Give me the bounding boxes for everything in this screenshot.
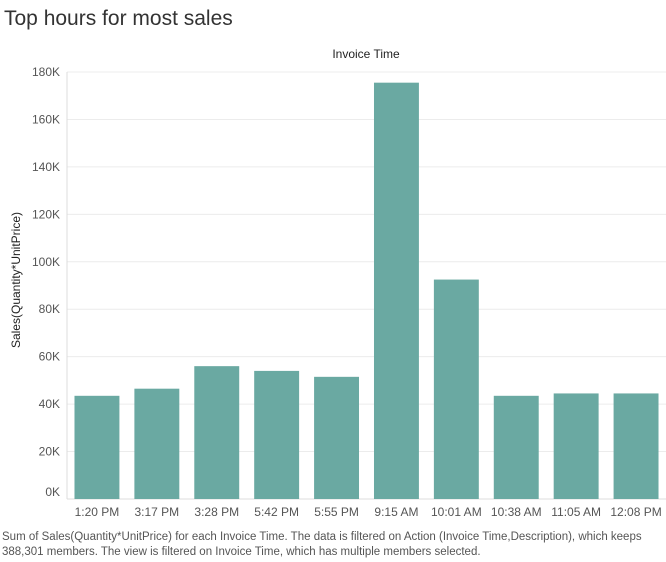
y-tick-label: 160K xyxy=(32,112,60,126)
bar xyxy=(134,388,180,499)
x-tick-label: 5:42 PM xyxy=(254,505,299,519)
y-tick-label: 140K xyxy=(32,160,60,174)
bar xyxy=(433,279,479,499)
y-axis-title: Sales(Quantity*UnitPrice) xyxy=(9,212,23,348)
y-tick-label: 20K xyxy=(39,445,60,459)
x-tick-label: 9:15 AM xyxy=(374,505,418,519)
x-tick-label: 3:28 PM xyxy=(194,505,239,519)
x-tick-label: 10:01 AM xyxy=(431,505,482,519)
bar xyxy=(373,82,419,500)
y-tick-label: 120K xyxy=(32,207,60,221)
y-tick-label: 60K xyxy=(39,350,60,364)
y-tick-label: 100K xyxy=(32,255,60,269)
x-tick-label: 11:05 AM xyxy=(551,505,601,519)
y-tick-label: 0K xyxy=(45,485,60,499)
chart-caption: Sum of Sales(Quantity*UnitPrice) for eac… xyxy=(2,531,642,558)
x-tick-label: 3:17 PM xyxy=(134,505,179,519)
x-tick-label: 12:08 PM xyxy=(610,505,661,519)
page-title: Top hours for most sales xyxy=(4,7,233,30)
bar xyxy=(254,370,300,499)
x-axis-title: Invoice Time xyxy=(332,47,400,61)
x-tick-label: 1:20 PM xyxy=(75,505,120,519)
x-tick-label: 5:55 PM xyxy=(314,505,359,519)
bar xyxy=(613,393,659,499)
x-axis-ticks: 1:20 PM 3:17 PM 3:28 PM 5:42 PM 5:55 PM 9:15 … xyxy=(75,505,662,519)
y-tick-label: 40K xyxy=(39,397,60,411)
bar xyxy=(493,395,539,499)
bar xyxy=(194,366,240,499)
y-tick-label: 180K xyxy=(32,65,60,79)
bar xyxy=(553,393,599,499)
bar xyxy=(314,376,360,499)
bar xyxy=(74,395,120,499)
bar-chart: 0K 20K 40K 60K 80K 100K 120K 140K 160K 180K 1:20 … xyxy=(9,47,666,519)
bars xyxy=(74,82,659,500)
y-axis-ticks: 0K 20K 40K 60K 80K 100K 120K 140K 160K 180K xyxy=(32,65,60,499)
y-tick-label: 80K xyxy=(39,302,60,316)
x-tick-label: 10:38 AM xyxy=(491,505,542,519)
